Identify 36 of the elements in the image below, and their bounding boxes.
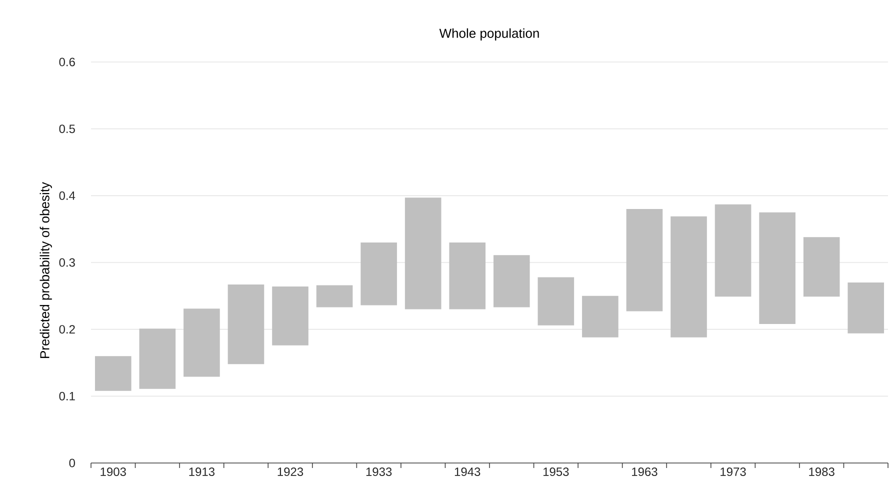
x-tick-label: 1923 [278, 468, 304, 476]
bar [272, 286, 308, 346]
bar [493, 255, 530, 308]
bar [94, 356, 132, 391]
x-tick-label: 1933 [366, 468, 392, 476]
y-tick-label: 0.4 [59, 191, 76, 200]
x-tick-label: 1943 [454, 468, 480, 476]
x-tick-label: 1973 [720, 468, 746, 476]
bar [714, 204, 752, 297]
bar [184, 308, 220, 377]
bar [582, 296, 618, 338]
y-tick-label: 0.5 [59, 124, 75, 134]
bar [538, 277, 574, 326]
bar [316, 285, 353, 308]
x-tick-label: 1903 [100, 468, 126, 476]
bar [848, 282, 884, 334]
bar [360, 242, 397, 306]
bar [404, 198, 442, 310]
y-tick-label: 0 [69, 458, 76, 468]
bar [139, 328, 176, 389]
y-tick-label: 0.6 [59, 58, 75, 66]
x-tick-label: 1963 [632, 468, 658, 476]
bar [803, 237, 840, 297]
bar [449, 242, 486, 310]
bar [670, 216, 707, 338]
bar [626, 209, 663, 312]
x-tick-label: 1913 [189, 468, 215, 476]
y-axis-title: Predicted probability of obesity [40, 182, 52, 358]
chart-title: Whole population [439, 28, 539, 40]
bar [228, 284, 264, 364]
y-tick-label: 0.2 [59, 325, 75, 334]
x-tick-label: 1953 [543, 468, 569, 476]
x-tick-label: 1983 [809, 468, 834, 476]
y-tick-label: 0.3 [59, 258, 75, 267]
y-tick-label: 0.1 [59, 392, 75, 400]
bar [759, 212, 796, 324]
